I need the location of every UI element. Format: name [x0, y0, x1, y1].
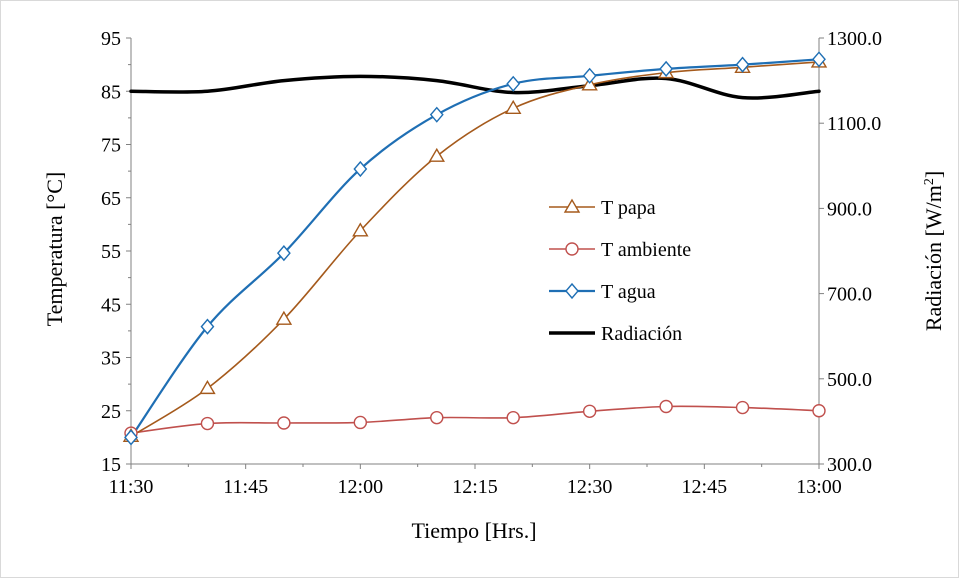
y-axis-left-title: Temperatura [°C]	[42, 172, 67, 326]
x-tick-label: 12:15	[452, 476, 498, 498]
y-right-tick-label: 700.0	[827, 284, 872, 306]
y-left-tick-label: 35	[101, 348, 121, 370]
legend-marker-t-agua	[565, 282, 579, 300]
series-line-t-ambiente	[130, 405, 820, 434]
y-left-tick-label: 15	[101, 454, 121, 476]
data-point-t-ambiente	[582, 404, 597, 418]
data-point-t-papa	[275, 310, 293, 325]
axes	[130, 38, 820, 465]
series-line-t-agua	[129, 58, 821, 439]
data-point-t-ambiente	[812, 404, 826, 418]
y-right-tick-label: 1300.0	[827, 28, 882, 50]
series-markers	[122, 51, 828, 446]
x-axis-title: Tiempo [Hrs.]	[411, 518, 536, 543]
x-tick-label: 12:30	[567, 476, 613, 498]
data-point-t-ambiente	[735, 400, 750, 415]
series-lines	[129, 58, 821, 439]
x-tick-label: 12:00	[338, 476, 384, 498]
data-point-t-agua	[353, 160, 368, 178]
y-left-tick-label: 95	[101, 28, 121, 50]
legend-label-t-ambiente: T ambiente	[601, 239, 691, 261]
data-point-t-papa	[199, 379, 216, 395]
data-point-t-ambiente	[506, 410, 520, 425]
data-point-t-ambiente	[430, 410, 444, 425]
y-axis-right-title-tail: ]	[921, 171, 946, 178]
data-point-t-agua	[506, 75, 521, 92]
data-point-t-papa	[352, 222, 369, 237]
data-point-t-agua	[582, 67, 597, 84]
y-axis-right-title: Radiación [W/m2]	[921, 171, 946, 331]
y-axis-right-title-base: Radiación [W/m	[921, 185, 946, 331]
series-line-radiaci-n	[129, 74, 821, 100]
data-point-t-ambiente	[659, 399, 673, 414]
data-point-t-agua	[200, 318, 215, 335]
y-left-tick-label: 55	[101, 241, 121, 263]
data-point-t-ambiente	[353, 415, 368, 430]
y-left-tick-label: 75	[101, 135, 121, 157]
y-left-tick-label: 85	[101, 81, 121, 103]
y-left-tick-label: 65	[101, 188, 121, 210]
y-right-tick-label: 300.0	[827, 454, 872, 476]
x-tick-label: 12:45	[682, 476, 728, 498]
data-point-t-ambiente	[277, 416, 291, 430]
y-right-tick-label: 900.0	[827, 198, 872, 220]
legend-label-t-papa: T papa	[601, 197, 656, 219]
data-point-t-agua	[276, 245, 291, 262]
data-point-t-agua	[735, 56, 750, 73]
data-point-t-ambiente	[200, 416, 215, 431]
data-point-t-agua	[429, 106, 444, 123]
y-axis-right-title-superscript: 2	[922, 178, 937, 185]
right-axis-ticks: 300.0 500.0 700.0 900.0 1100.0 1300.0	[819, 28, 882, 476]
legend-label-t-agua: T agua	[601, 281, 656, 303]
x-tick-label: 11:45	[223, 476, 268, 498]
y-right-tick-label: 1100.0	[827, 113, 881, 135]
data-point-t-papa	[428, 147, 445, 162]
legend-marker-t-ambiente	[565, 242, 579, 256]
x-tick-label: 11:30	[109, 476, 154, 498]
y-right-tick-label: 500.0	[827, 369, 872, 391]
legend-marker-t-papa	[563, 198, 581, 213]
data-point-t-papa	[505, 99, 522, 114]
legend: T papa T ambiente T agua Radiación	[549, 197, 691, 345]
data-point-t-agua	[659, 60, 674, 77]
y-left-tick-label: 25	[101, 401, 121, 423]
x-tick-label: 13:00	[796, 476, 842, 498]
data-point-t-agua	[812, 51, 826, 68]
x-axis-ticks: 11:30 11:45 12:00 12:15 12:30 12:45 13:00	[109, 464, 842, 498]
series-line-t-papa	[130, 61, 820, 438]
y-left-tick-label: 45	[101, 294, 121, 316]
legend-label-radiaci-n: Radiación	[601, 323, 682, 345]
data-point-t-agua	[124, 429, 138, 446]
left-axis-ticks: 15 25 35 45 55 65 75 85 95	[101, 28, 131, 476]
